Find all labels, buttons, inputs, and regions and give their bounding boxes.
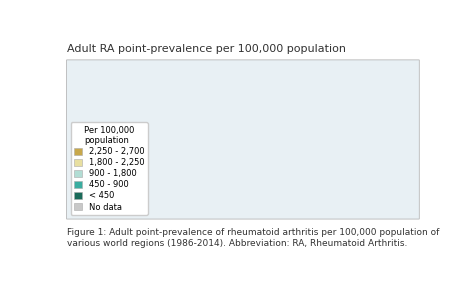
FancyBboxPatch shape <box>66 60 419 219</box>
Text: Adult RA point-prevalence per 100,000 population: Adult RA point-prevalence per 100,000 po… <box>66 43 346 54</box>
Text: Figure 1: Adult point-prevalence of rheumatoid arthritis per 100,000 population : Figure 1: Adult point-prevalence of rheu… <box>66 228 439 248</box>
Legend: 2,250 - 2,700, 1,800 - 2,250, 900 - 1,800, 450 - 900, < 450, No data: 2,250 - 2,700, 1,800 - 2,250, 900 - 1,80… <box>71 122 148 215</box>
